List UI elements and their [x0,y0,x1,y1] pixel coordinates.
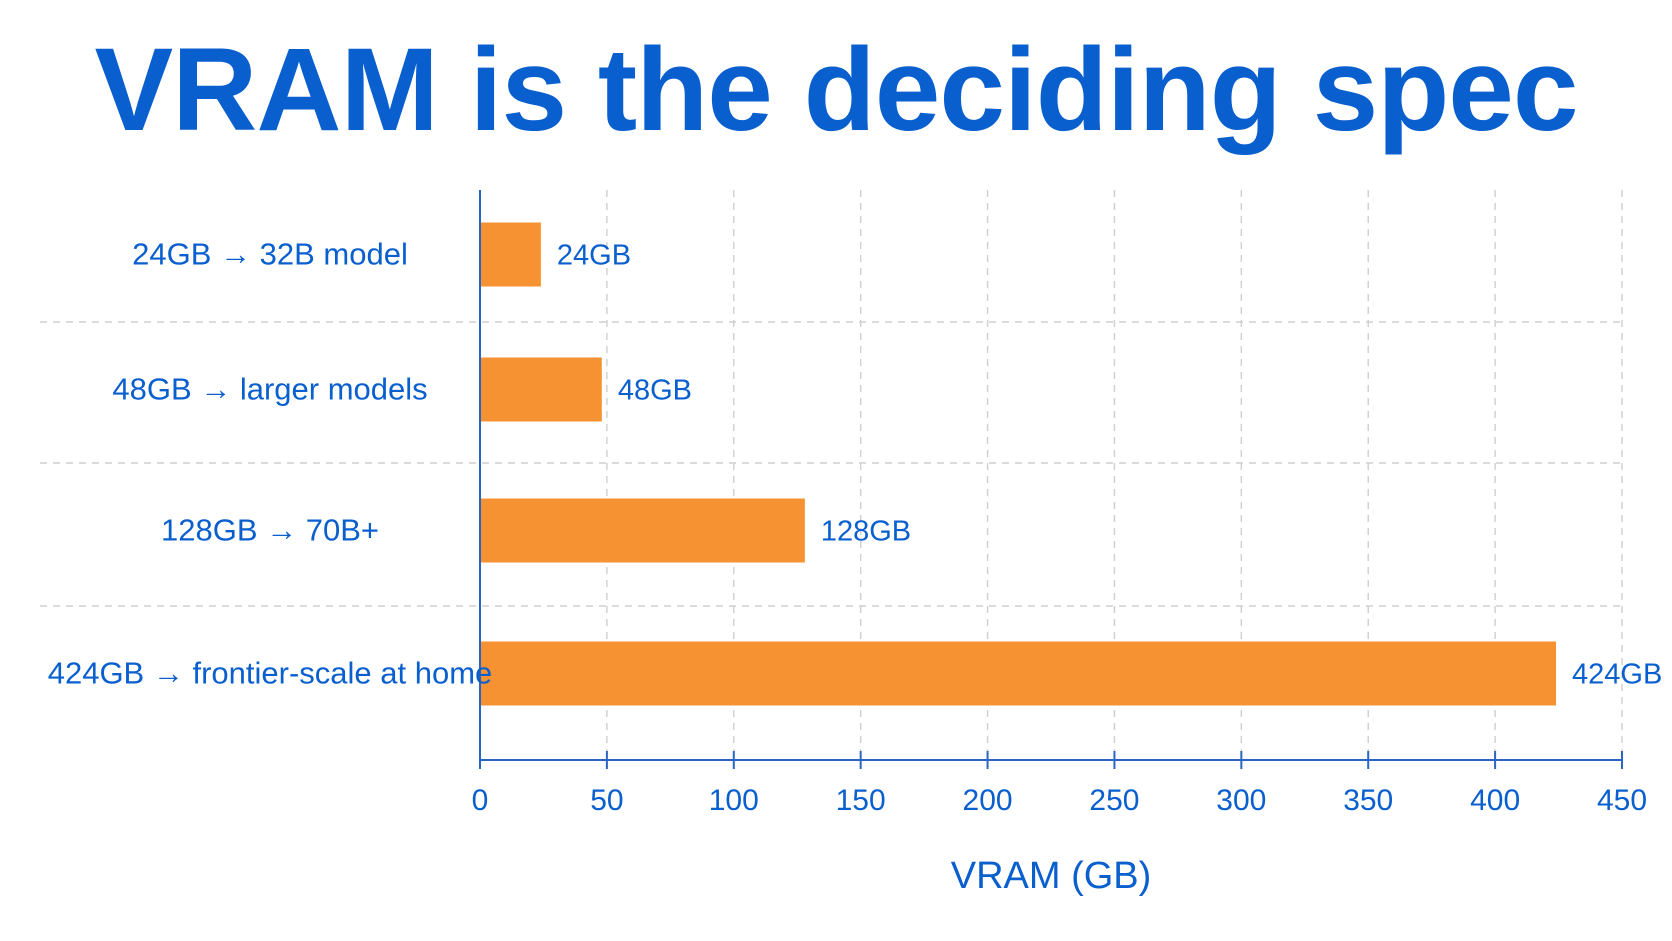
x-tick-label: 200 [963,784,1013,817]
category-label: 128GB → 70B+ [161,513,379,548]
x-tick-label: 100 [709,784,759,817]
category-label: 424GB → frontier-scale at home [48,656,493,691]
x-axis: 0 50 100 150 200 250 300 350 400 450 [472,190,1647,817]
x-axis-title: VRAM (GB) [951,855,1152,897]
x-tick-label: 250 [1089,784,1139,817]
bar-value-label: 24GB [557,240,631,272]
x-tick-label: 350 [1343,784,1393,817]
x-tick-label: 50 [590,784,623,817]
bar [480,641,1557,706]
bar [480,498,805,563]
labels: 24GB 24GB → 32B model 48GB 48GB → larger mo… [48,237,1663,691]
x-tick-label: 400 [1470,784,1520,817]
bar-value-label: 128GB [821,516,911,548]
x-tick-label: 450 [1597,784,1647,817]
bar-value-label: 48GB [618,375,692,407]
bar-value-label: 424GB [1572,659,1662,691]
category-label: 24GB → 32B model [132,237,408,272]
category-label: 48GB → larger models [112,372,427,407]
x-tick-label: 300 [1216,784,1266,817]
bar [480,222,541,287]
x-tick-label: 150 [836,784,886,817]
bars [480,222,1557,706]
bar [480,357,602,422]
chart-title: VRAM is the deciding spec [94,24,1578,156]
x-tick-label: 0 [472,784,489,817]
